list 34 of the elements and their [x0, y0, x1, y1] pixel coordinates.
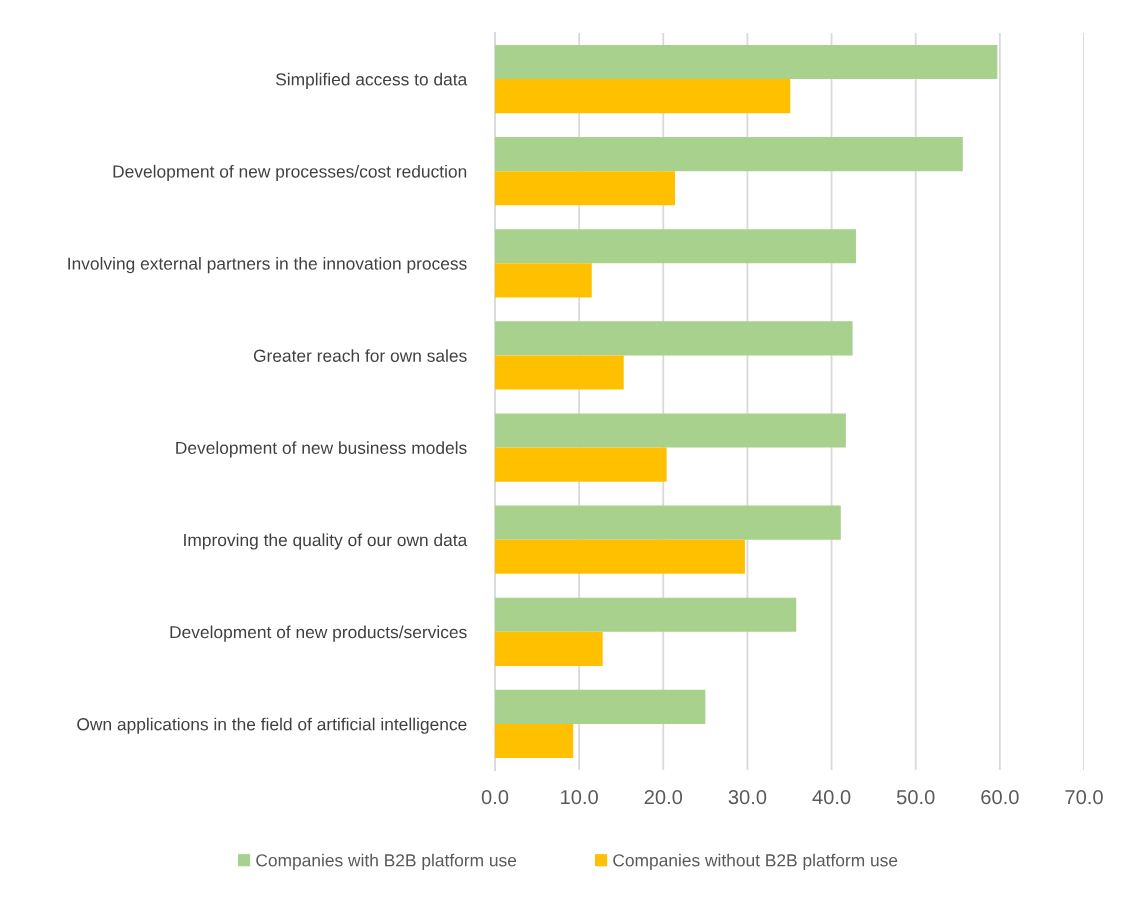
- y-tick-label: Simplified access to data: [275, 72, 468, 89]
- y-tick-label: Development of new products/services: [170, 625, 467, 642]
- bar: [495, 171, 676, 206]
- legend-label: Companies without B2B platform use: [613, 853, 898, 870]
- bar: [495, 229, 856, 264]
- bar: [495, 413, 846, 448]
- bar: [495, 44, 998, 80]
- bar: [495, 539, 745, 574]
- bar: [495, 447, 667, 482]
- x-tick-label: 50.0: [896, 789, 935, 805]
- bar: [495, 263, 592, 298]
- y-tick-label: Development of new business models: [176, 441, 467, 458]
- bar: [495, 689, 706, 724]
- bar: [495, 137, 963, 172]
- bar: [495, 505, 841, 540]
- x-tick-label: 30.0: [728, 789, 767, 805]
- y-tick-label: Improving the quality of our own data: [184, 533, 468, 550]
- x-tick-label: 20.0: [644, 789, 683, 805]
- legend-label: Companies with B2B platform use: [256, 853, 517, 870]
- bar: [495, 631, 603, 666]
- y-tick-label: Involving external partners in the innovation process: [68, 257, 467, 274]
- bar: [495, 723, 574, 759]
- bar: [495, 321, 853, 356]
- y-tick-label: Own applications in the field of artificial intelligence: [77, 717, 467, 734]
- x-tick-label: 0.0: [481, 789, 509, 805]
- bar: [495, 355, 624, 390]
- y-tick-label: Greater reach for own sales: [253, 349, 467, 362]
- x-tick-label: 70.0: [1065, 789, 1103, 805]
- bar: [495, 79, 791, 114]
- y-tick-label: Development of new processes/cost reduction: [113, 164, 467, 182]
- x-tick-label: 40.0: [812, 789, 851, 805]
- bar: [495, 597, 797, 632]
- x-tick-label: 60.0: [981, 789, 1019, 805]
- x-tick-label: 10.0: [561, 789, 598, 805]
